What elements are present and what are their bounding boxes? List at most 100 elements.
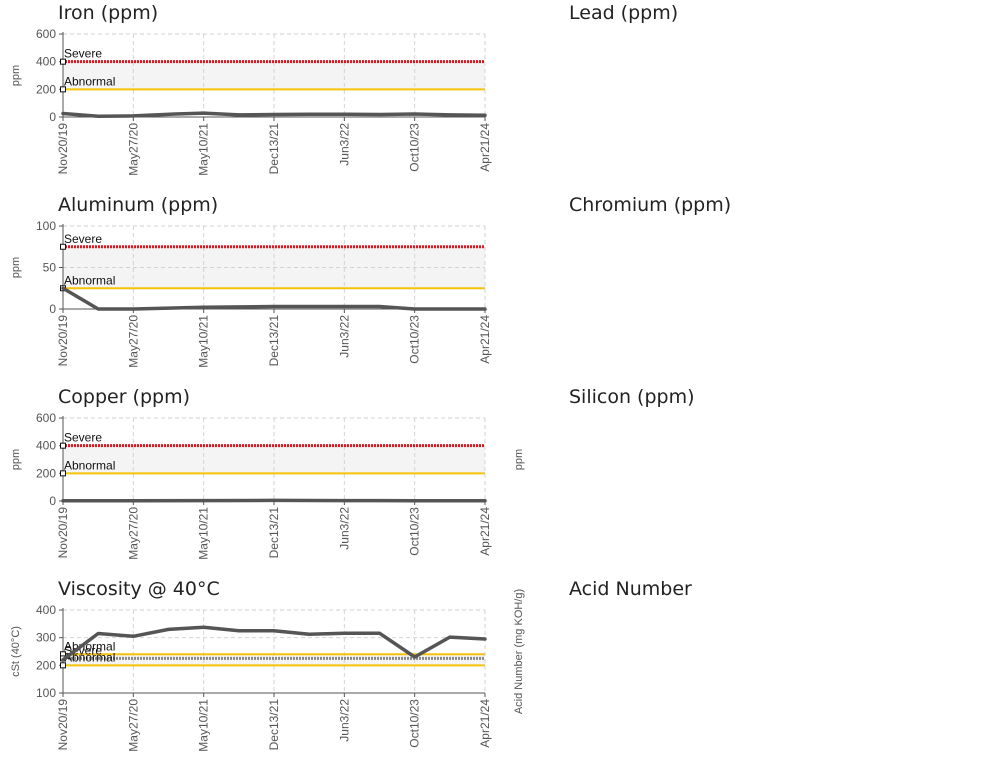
data-point	[272, 629, 276, 632]
y-axis-label: ppm	[10, 65, 22, 86]
data-point	[61, 658, 65, 661]
limit-marker	[60, 662, 66, 669]
chart-svg: 100 200 300 400 Nov20/19 May27/20 May10/21 Dec1…	[10, 603, 492, 752]
x-tick-label: Dec13/21	[267, 315, 281, 367]
data-point	[413, 112, 416, 116]
data-point	[132, 114, 135, 118]
x-tick-label: Nov20/19	[56, 315, 70, 367]
data-point	[237, 629, 241, 632]
data-point	[378, 632, 381, 635]
chart-panel-copper: Copper (ppm) 0 200 400 600 Nov20/19 May27/20 M…	[0, 384, 502, 576]
x-tick-label: Apr21/24	[478, 315, 492, 364]
chart-svg: 0 200 400 600 Nov20/19 May27/20 May10/21 Dec13/…	[10, 411, 492, 560]
x-tick-label: Dec13/21	[267, 123, 281, 175]
data-point	[272, 305, 276, 308]
x-tick-label: Apr21/24	[478, 507, 492, 556]
x-tick-label: Jun3/22	[337, 699, 351, 742]
data-point	[61, 499, 65, 502]
chart-panel-viscosity: Viscosity @ 40°C 100 200 300 400 Nov20/19 May…	[0, 576, 502, 768]
y-axis-label: Acid Number (mg KOH/g)	[513, 589, 525, 714]
data-point	[202, 306, 205, 309]
y-tick-label: 400	[36, 55, 56, 69]
data-point	[378, 305, 381, 308]
chart-title: Silicon (ppm)	[569, 386, 695, 408]
data-point	[272, 113, 276, 116]
data-point	[448, 635, 452, 639]
x-tick-label: May27/20	[126, 315, 140, 368]
y-axis-label: ppm	[10, 257, 22, 278]
chart-title: Copper (ppm)	[58, 386, 191, 408]
x-tick-label: Dec13/21	[267, 699, 281, 751]
data-point	[61, 287, 65, 290]
data-line	[61, 286, 487, 311]
data-point	[307, 633, 311, 636]
data-point	[132, 307, 135, 311]
x-tick-label: Jun3/22	[337, 507, 351, 550]
data-point	[343, 632, 346, 635]
chart-panel-silicon: Silicon (ppm) 050100150Nov20/19May27/20M…	[503, 384, 1005, 576]
y-tick-label: 400	[36, 439, 56, 453]
limit-label: Severe	[64, 232, 102, 246]
data-point	[96, 307, 100, 311]
x-tick-label: Oct10/23	[408, 123, 422, 172]
data-point	[343, 305, 346, 308]
chart-title: Viscosity @ 40°C	[58, 578, 220, 600]
y-tick-label: 200	[36, 466, 56, 480]
y-tick-label: 0	[49, 302, 56, 316]
data-point	[272, 499, 276, 502]
data-point	[483, 499, 487, 502]
y-tick-label: 300	[36, 631, 56, 645]
data-point	[96, 632, 100, 635]
y-tick-label: 50	[43, 261, 57, 275]
x-tick-label: Dec13/21	[267, 507, 281, 559]
x-tick-label: Jun3/22	[337, 123, 351, 166]
x-tick-label: Oct10/23	[408, 315, 422, 364]
x-tick-label: Nov20/19	[56, 123, 70, 175]
y-tick-label: 200	[36, 82, 56, 96]
data-point	[132, 499, 135, 502]
y-axis-label: ppm	[513, 449, 525, 470]
data-point	[202, 111, 205, 115]
chart-panel-chromium: Chromium (ppm) 0102030Nov20/19May27/20Ma…	[503, 192, 1005, 384]
limit-label: Abnormal	[64, 458, 115, 472]
data-point	[237, 113, 241, 117]
x-tick-label: May10/21	[197, 699, 211, 752]
chart-svg: 0 200 400 600 Nov20/19 May27/20 May10/21 Dec13/…	[10, 27, 492, 176]
data-point	[483, 307, 487, 311]
y-tick-label: 200	[36, 658, 56, 672]
limit-marker	[60, 58, 66, 65]
data-point	[343, 499, 346, 502]
data-point	[61, 112, 65, 115]
chart-panel-iron: Iron (ppm) 0 200 400 600 Nov20/19 May27/20 May…	[0, 0, 502, 192]
limit-marker	[60, 442, 66, 449]
x-tick-label: Jun3/22	[337, 315, 351, 358]
chart-panel-acid-number: Acid Number 0.000.501.00Nov20/19May27/20…	[503, 576, 1005, 768]
x-tick-label: May27/20	[126, 507, 140, 560]
x-tick-label: Apr21/24	[478, 123, 492, 172]
chart-svg: 0 50 100 Nov20/19 May27/20 May10/21 Dec13/21 Ju…	[10, 219, 492, 368]
data-point	[202, 625, 205, 629]
y-tick-label: 0	[49, 110, 56, 124]
x-tick-label: May10/21	[197, 123, 211, 176]
data-point	[174, 112, 177, 116]
limit-marker	[60, 243, 66, 250]
x-tick-label: Nov20/19	[56, 507, 70, 559]
y-tick-label: 600	[36, 27, 56, 41]
data-point	[307, 113, 311, 116]
data-point	[413, 307, 416, 311]
y-tick-label: 600	[36, 411, 56, 425]
data-point	[378, 113, 381, 116]
data-point	[132, 635, 135, 638]
data-point	[448, 113, 452, 117]
limit-label: Severe	[64, 431, 102, 445]
data-point	[202, 499, 205, 502]
x-tick-label: Apr21/24	[478, 699, 492, 748]
limit-label: Severe	[64, 47, 102, 61]
chart-title: Aluminum (ppm)	[58, 194, 219, 216]
data-point	[483, 637, 487, 641]
chart-svg: 0102030Nov20/19May27/20May10/21Dec13/21J…	[503, 192, 1005, 384]
data-point	[96, 115, 100, 118]
limit-label: Abnormal	[64, 650, 115, 664]
x-tick-label: May10/21	[197, 507, 211, 560]
chart-svg: 0.000.501.00Nov20/19May27/20May10/21Dec1…	[513, 589, 525, 714]
